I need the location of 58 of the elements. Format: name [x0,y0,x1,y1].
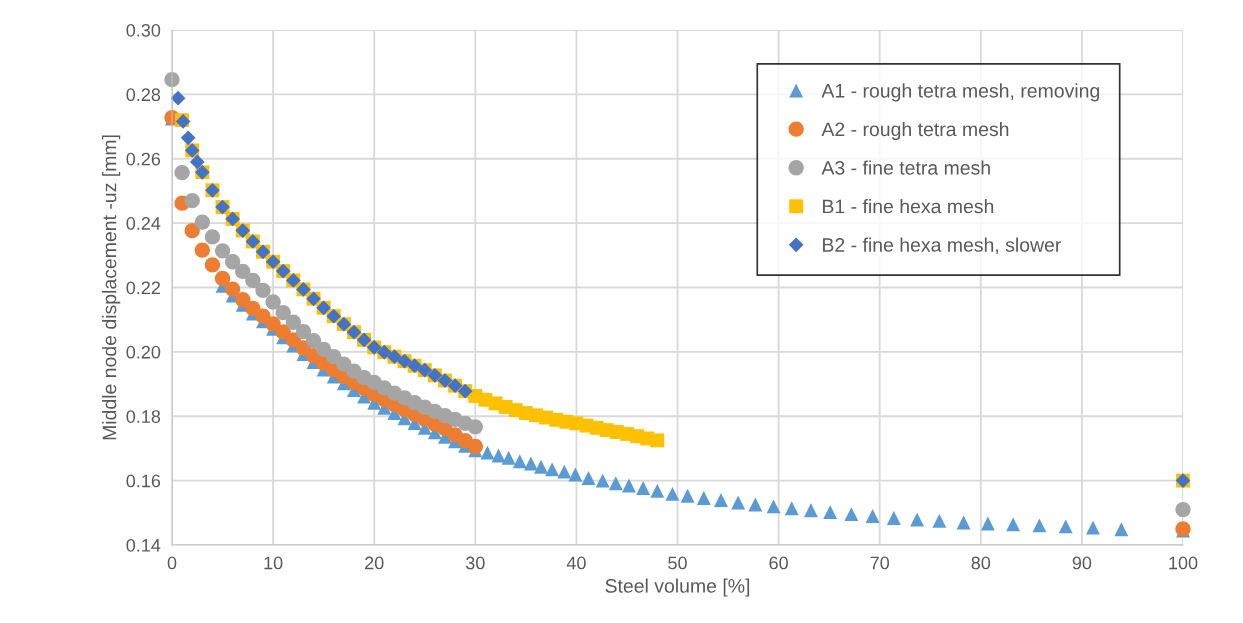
point [214,243,231,259]
point [265,316,281,332]
x-tick-label: 60 [769,556,788,570]
point [235,263,251,280]
y-tick-label: 0.24 [126,217,161,230]
legend-label: A1 - rough tetra mesh, removing [821,83,1100,102]
point [245,300,261,317]
x-tick-label: 100 [1169,556,1198,570]
point [204,257,221,273]
point [174,164,190,181]
y-tick-label: 0.28 [126,88,161,102]
point [204,229,221,245]
point [467,438,483,455]
y-tick-label: 0.20 [126,345,161,359]
x-tick-label: 20 [365,556,384,570]
point [285,314,301,330]
point [194,242,210,258]
y-axis-title: Middle node displacement -uz [mm] [102,135,121,440]
point [316,341,332,357]
x-tick-label: 70 [870,556,890,570]
point [170,90,186,106]
y-tick-label: 0.14 [126,538,161,552]
point [467,419,483,435]
legend-label: A3 - fine tetra mesh [821,160,990,175]
point [650,433,665,448]
x-tick-label: 10 [264,556,283,570]
point [184,192,200,209]
legend-label: B2 - fine hexa mesh, slower [823,237,1062,255]
point [255,282,271,299]
point [245,272,261,289]
point [235,292,251,308]
x-tick-label: 40 [566,556,586,570]
point [295,323,312,340]
point [189,154,205,170]
point [305,332,322,349]
y-tick-label: 0.18 [126,410,161,423]
y-tick-label: 0.26 [126,152,161,166]
x-axis-title: Steel volume [%] [605,578,750,597]
x-tick-label: 90 [1072,556,1092,570]
x-tick-label: 30 [465,556,485,570]
point [265,294,281,310]
point [214,270,231,287]
x-tick-label: 50 [668,556,687,570]
point [180,130,196,146]
y-tick-label: 0.16 [126,474,161,488]
legend-label: A2 - rough tetra mesh [821,121,1009,141]
point [255,308,271,324]
y-tick-label: 0.22 [126,281,160,295]
point [184,222,200,239]
y-tick-label: 0.30 [126,23,161,37]
x-tick-label: 0 [167,556,177,570]
point [194,214,210,230]
x-tick-label: 80 [971,556,991,570]
legend-label: B1 - fine hexa mesh [823,199,994,214]
point [275,304,291,321]
point [1175,501,1191,518]
point [225,254,241,270]
point [225,281,241,297]
